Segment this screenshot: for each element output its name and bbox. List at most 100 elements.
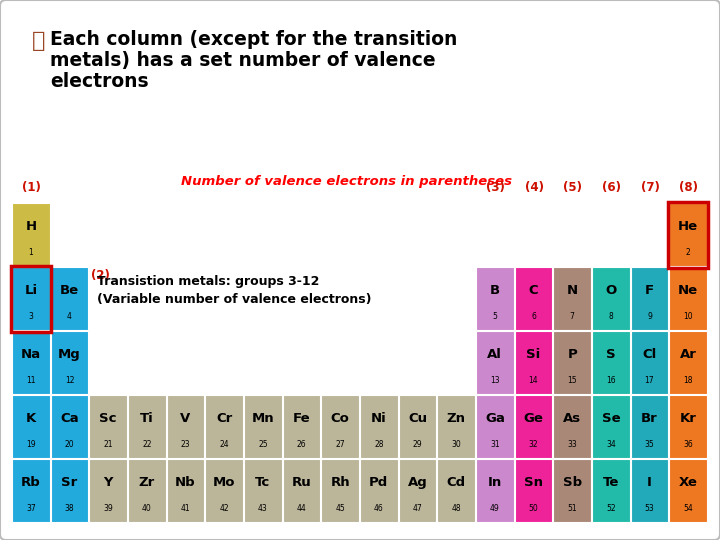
Text: 39: 39 xyxy=(103,504,113,512)
Text: 19: 19 xyxy=(26,440,36,449)
Text: Sc: Sc xyxy=(99,412,117,425)
Bar xyxy=(476,395,513,458)
Text: 7: 7 xyxy=(570,312,575,321)
Text: 2: 2 xyxy=(685,248,690,256)
Bar xyxy=(128,395,166,458)
Bar xyxy=(89,395,127,458)
Text: Ge: Ge xyxy=(523,412,544,425)
Text: (1): (1) xyxy=(22,181,41,194)
Text: 51: 51 xyxy=(567,504,577,512)
Text: Zr: Zr xyxy=(139,476,155,489)
Text: As: As xyxy=(563,412,581,425)
Text: Na: Na xyxy=(21,348,41,361)
Bar xyxy=(476,267,513,330)
Bar xyxy=(283,395,320,458)
Text: 11: 11 xyxy=(26,376,35,384)
Text: 34: 34 xyxy=(606,440,616,449)
Text: 13: 13 xyxy=(490,376,500,384)
Text: F: F xyxy=(645,284,654,297)
Text: O: O xyxy=(606,284,616,297)
Text: Xe: Xe xyxy=(679,476,698,489)
Bar xyxy=(205,459,243,522)
Bar xyxy=(321,459,359,522)
Text: metals) has a set number of valence: metals) has a set number of valence xyxy=(50,51,436,70)
Text: (7): (7) xyxy=(641,181,660,194)
Text: 45: 45 xyxy=(336,504,345,512)
Text: Ag: Ag xyxy=(408,476,428,489)
Bar xyxy=(244,459,282,522)
Bar xyxy=(50,395,89,458)
Bar xyxy=(515,267,552,330)
Text: Zn: Zn xyxy=(446,412,466,425)
Text: 37: 37 xyxy=(26,504,36,512)
Text: 46: 46 xyxy=(374,504,384,512)
Text: 18: 18 xyxy=(683,376,693,384)
Text: Co: Co xyxy=(330,412,350,425)
Bar xyxy=(670,267,707,330)
Bar xyxy=(515,331,552,394)
Text: Ga: Ga xyxy=(485,412,505,425)
Text: (6): (6) xyxy=(602,181,621,194)
Bar xyxy=(283,459,320,522)
Text: Each column (except for the transition: Each column (except for the transition xyxy=(50,30,457,49)
Bar xyxy=(166,395,204,458)
Bar xyxy=(592,267,630,330)
Bar xyxy=(631,267,668,330)
Text: Sr: Sr xyxy=(61,476,78,489)
Text: 10: 10 xyxy=(683,312,693,321)
Text: 49: 49 xyxy=(490,504,500,512)
Text: 28: 28 xyxy=(374,440,384,449)
Text: 29: 29 xyxy=(413,440,423,449)
Text: Sb: Sb xyxy=(562,476,582,489)
Bar xyxy=(554,459,591,522)
Text: 40: 40 xyxy=(142,504,152,512)
Text: (3): (3) xyxy=(486,181,505,194)
Bar xyxy=(515,395,552,458)
Text: S: S xyxy=(606,348,616,361)
Text: Rh: Rh xyxy=(330,476,350,489)
Text: 53: 53 xyxy=(644,504,654,512)
Bar xyxy=(631,331,668,394)
Bar xyxy=(12,331,50,394)
Bar xyxy=(631,459,668,522)
Bar xyxy=(11,266,51,332)
Text: electrons: electrons xyxy=(50,72,148,91)
Bar xyxy=(166,459,204,522)
Text: Ti: Ti xyxy=(140,412,153,425)
Bar xyxy=(360,395,397,458)
Text: 12: 12 xyxy=(65,376,74,384)
Text: 36: 36 xyxy=(683,440,693,449)
Text: Cd: Cd xyxy=(446,476,466,489)
Text: He: He xyxy=(678,220,698,233)
Text: In: In xyxy=(487,476,502,489)
Bar xyxy=(12,267,50,330)
Text: 1: 1 xyxy=(29,248,33,256)
Bar xyxy=(476,331,513,394)
Text: 50: 50 xyxy=(528,504,539,512)
Text: Ar: Ar xyxy=(680,348,697,361)
Text: (Variable number of valence electrons): (Variable number of valence electrons) xyxy=(97,293,372,306)
Text: Te: Te xyxy=(603,476,619,489)
Bar xyxy=(631,395,668,458)
Bar xyxy=(12,395,50,458)
Text: P: P xyxy=(567,348,577,361)
Text: Mg: Mg xyxy=(58,348,81,361)
Text: Transistion metals: groups 3-12: Transistion metals: groups 3-12 xyxy=(97,275,320,288)
Text: 24: 24 xyxy=(220,440,229,449)
Bar xyxy=(670,459,707,522)
Text: 43: 43 xyxy=(258,504,268,512)
Bar xyxy=(554,267,591,330)
Text: I: I xyxy=(647,476,652,489)
Text: 20: 20 xyxy=(65,440,74,449)
Bar xyxy=(12,459,50,522)
Text: 17: 17 xyxy=(644,376,654,384)
Text: (8): (8) xyxy=(679,181,698,194)
Text: K: K xyxy=(26,412,36,425)
Bar xyxy=(515,459,552,522)
Text: 3: 3 xyxy=(28,312,33,321)
Text: H: H xyxy=(25,220,37,233)
Bar xyxy=(12,203,50,266)
Bar xyxy=(50,331,89,394)
Text: 32: 32 xyxy=(528,440,539,449)
Text: 30: 30 xyxy=(451,440,461,449)
